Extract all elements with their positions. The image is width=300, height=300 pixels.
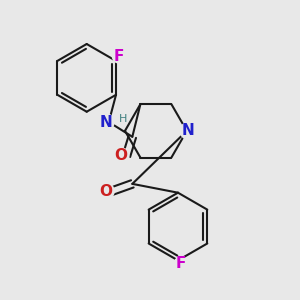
Circle shape xyxy=(98,183,114,200)
Circle shape xyxy=(98,114,114,130)
Circle shape xyxy=(112,148,129,164)
Text: O: O xyxy=(99,184,112,199)
Text: O: O xyxy=(114,148,127,164)
Text: F: F xyxy=(114,49,124,64)
Text: H: H xyxy=(119,114,128,124)
Text: N: N xyxy=(182,123,195,138)
Circle shape xyxy=(112,50,125,63)
Circle shape xyxy=(180,123,196,139)
Circle shape xyxy=(174,257,188,270)
Text: N: N xyxy=(100,115,112,130)
Text: F: F xyxy=(176,256,186,271)
